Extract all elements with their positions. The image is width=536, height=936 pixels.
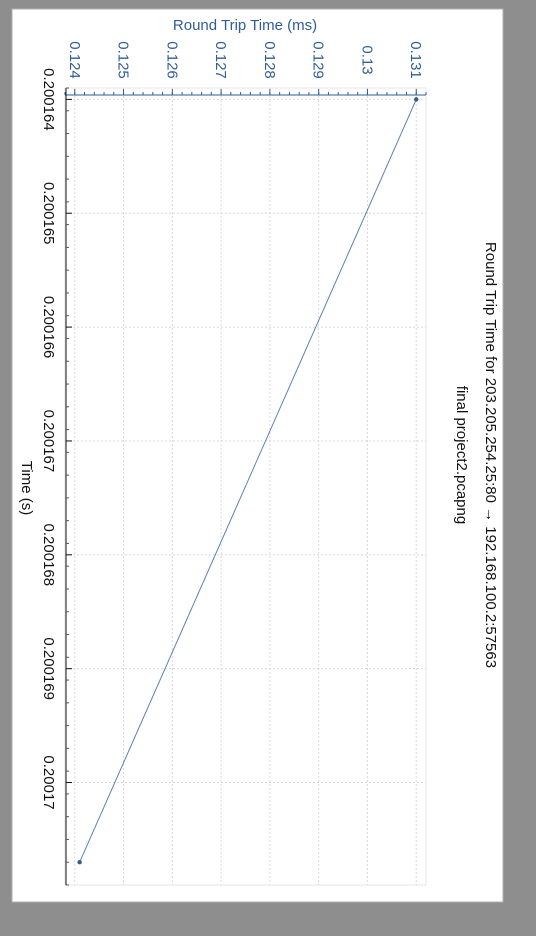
series-line-group xyxy=(77,97,419,865)
y-tick-label: 0.131 xyxy=(407,41,424,79)
x-axis: 0.200164 0.200165 0.200166 0.200167 0.200168… xyxy=(40,68,72,886)
chart-title: Round Trip Time for 203.205.254.25:80 → … xyxy=(482,242,499,668)
y-tick-label: 0.129 xyxy=(310,41,327,79)
y-axis-title: Round Trip Time (ms) xyxy=(173,17,317,34)
chart-paper-border xyxy=(11,8,504,903)
y-tick-label: 0.128 xyxy=(261,41,278,79)
y-axis: 0.124 0.125 0.126 0.127 0.128 0.129 0.13 0.131 xyxy=(64,41,427,96)
y-tick-label: 0.13 xyxy=(358,45,375,74)
grid-lines xyxy=(65,88,426,885)
x-tick-label: 0.200165 xyxy=(40,182,57,245)
data-point xyxy=(414,97,419,102)
data-point xyxy=(77,860,82,865)
plot-area xyxy=(64,87,427,886)
x-tick-label: 0.200169 xyxy=(40,637,57,700)
x-tick-label: 0.200166 xyxy=(40,296,57,359)
x-tick-label: 0.20017 xyxy=(40,755,57,809)
y-tick-label: 0.124 xyxy=(66,41,83,79)
x-tick-label: 0.200167 xyxy=(40,410,57,473)
y-tick-label: 0.126 xyxy=(163,41,180,79)
x-tick-label: 0.200164 xyxy=(40,68,57,131)
y-tick-label: 0.125 xyxy=(115,41,132,79)
y-tick-label: 0.127 xyxy=(212,41,229,79)
x-axis-title: Time (s) xyxy=(18,461,35,515)
chart-paper xyxy=(12,9,503,902)
series-line xyxy=(79,99,417,863)
chart-subtitle: final project2.pcapng xyxy=(453,386,470,524)
x-tick-label: 0.200168 xyxy=(40,524,57,587)
